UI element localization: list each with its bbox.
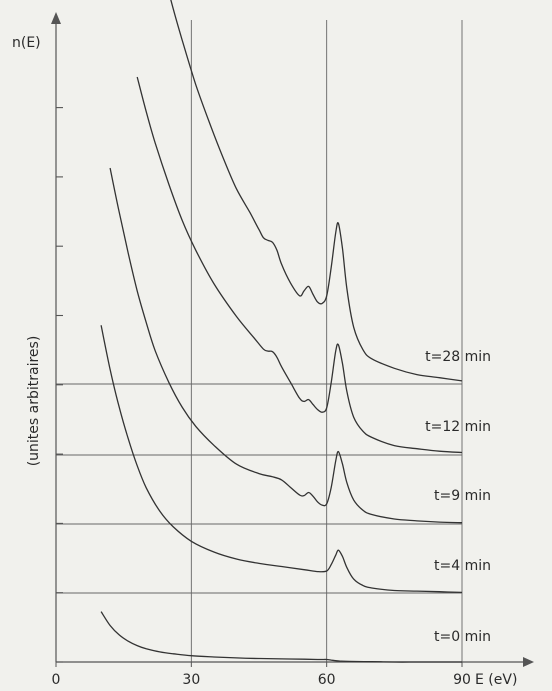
curve-series-3 [137, 77, 462, 453]
x-tick-label-30: 30 [182, 672, 200, 688]
baselines [56, 384, 462, 593]
y-axis-arrow [51, 12, 61, 24]
series-label-4: t=28 min [425, 349, 491, 365]
x-tick-label-0: 0 [52, 672, 61, 688]
series-label-3: t=12 min [425, 419, 491, 435]
curve-series-0 [101, 612, 462, 662]
x-tick-label-90: 90 [453, 672, 471, 688]
x-axis-arrow [523, 657, 534, 667]
curve-series-2 [110, 168, 462, 523]
series-label-0: t=0 min [434, 629, 491, 645]
y-ticks [56, 108, 63, 662]
x-axis-label: E (eV) [475, 672, 517, 688]
x-tick-label-60: 60 [318, 672, 336, 688]
series-label-1: t=4 min [434, 558, 491, 574]
curves [101, 0, 462, 662]
series-labels: t=0 min t=4 min t=9 min t=12 min t=28 min [425, 349, 491, 645]
series-label-2: t=9 min [434, 488, 491, 504]
y-axis-label: n(E) [12, 35, 41, 51]
x-ticks: 0 30 60 90 [52, 662, 471, 688]
grid [191, 20, 462, 662]
curve-series-4 [164, 0, 462, 381]
y-axis-unit-note: (unites arbitraires) [26, 336, 42, 467]
